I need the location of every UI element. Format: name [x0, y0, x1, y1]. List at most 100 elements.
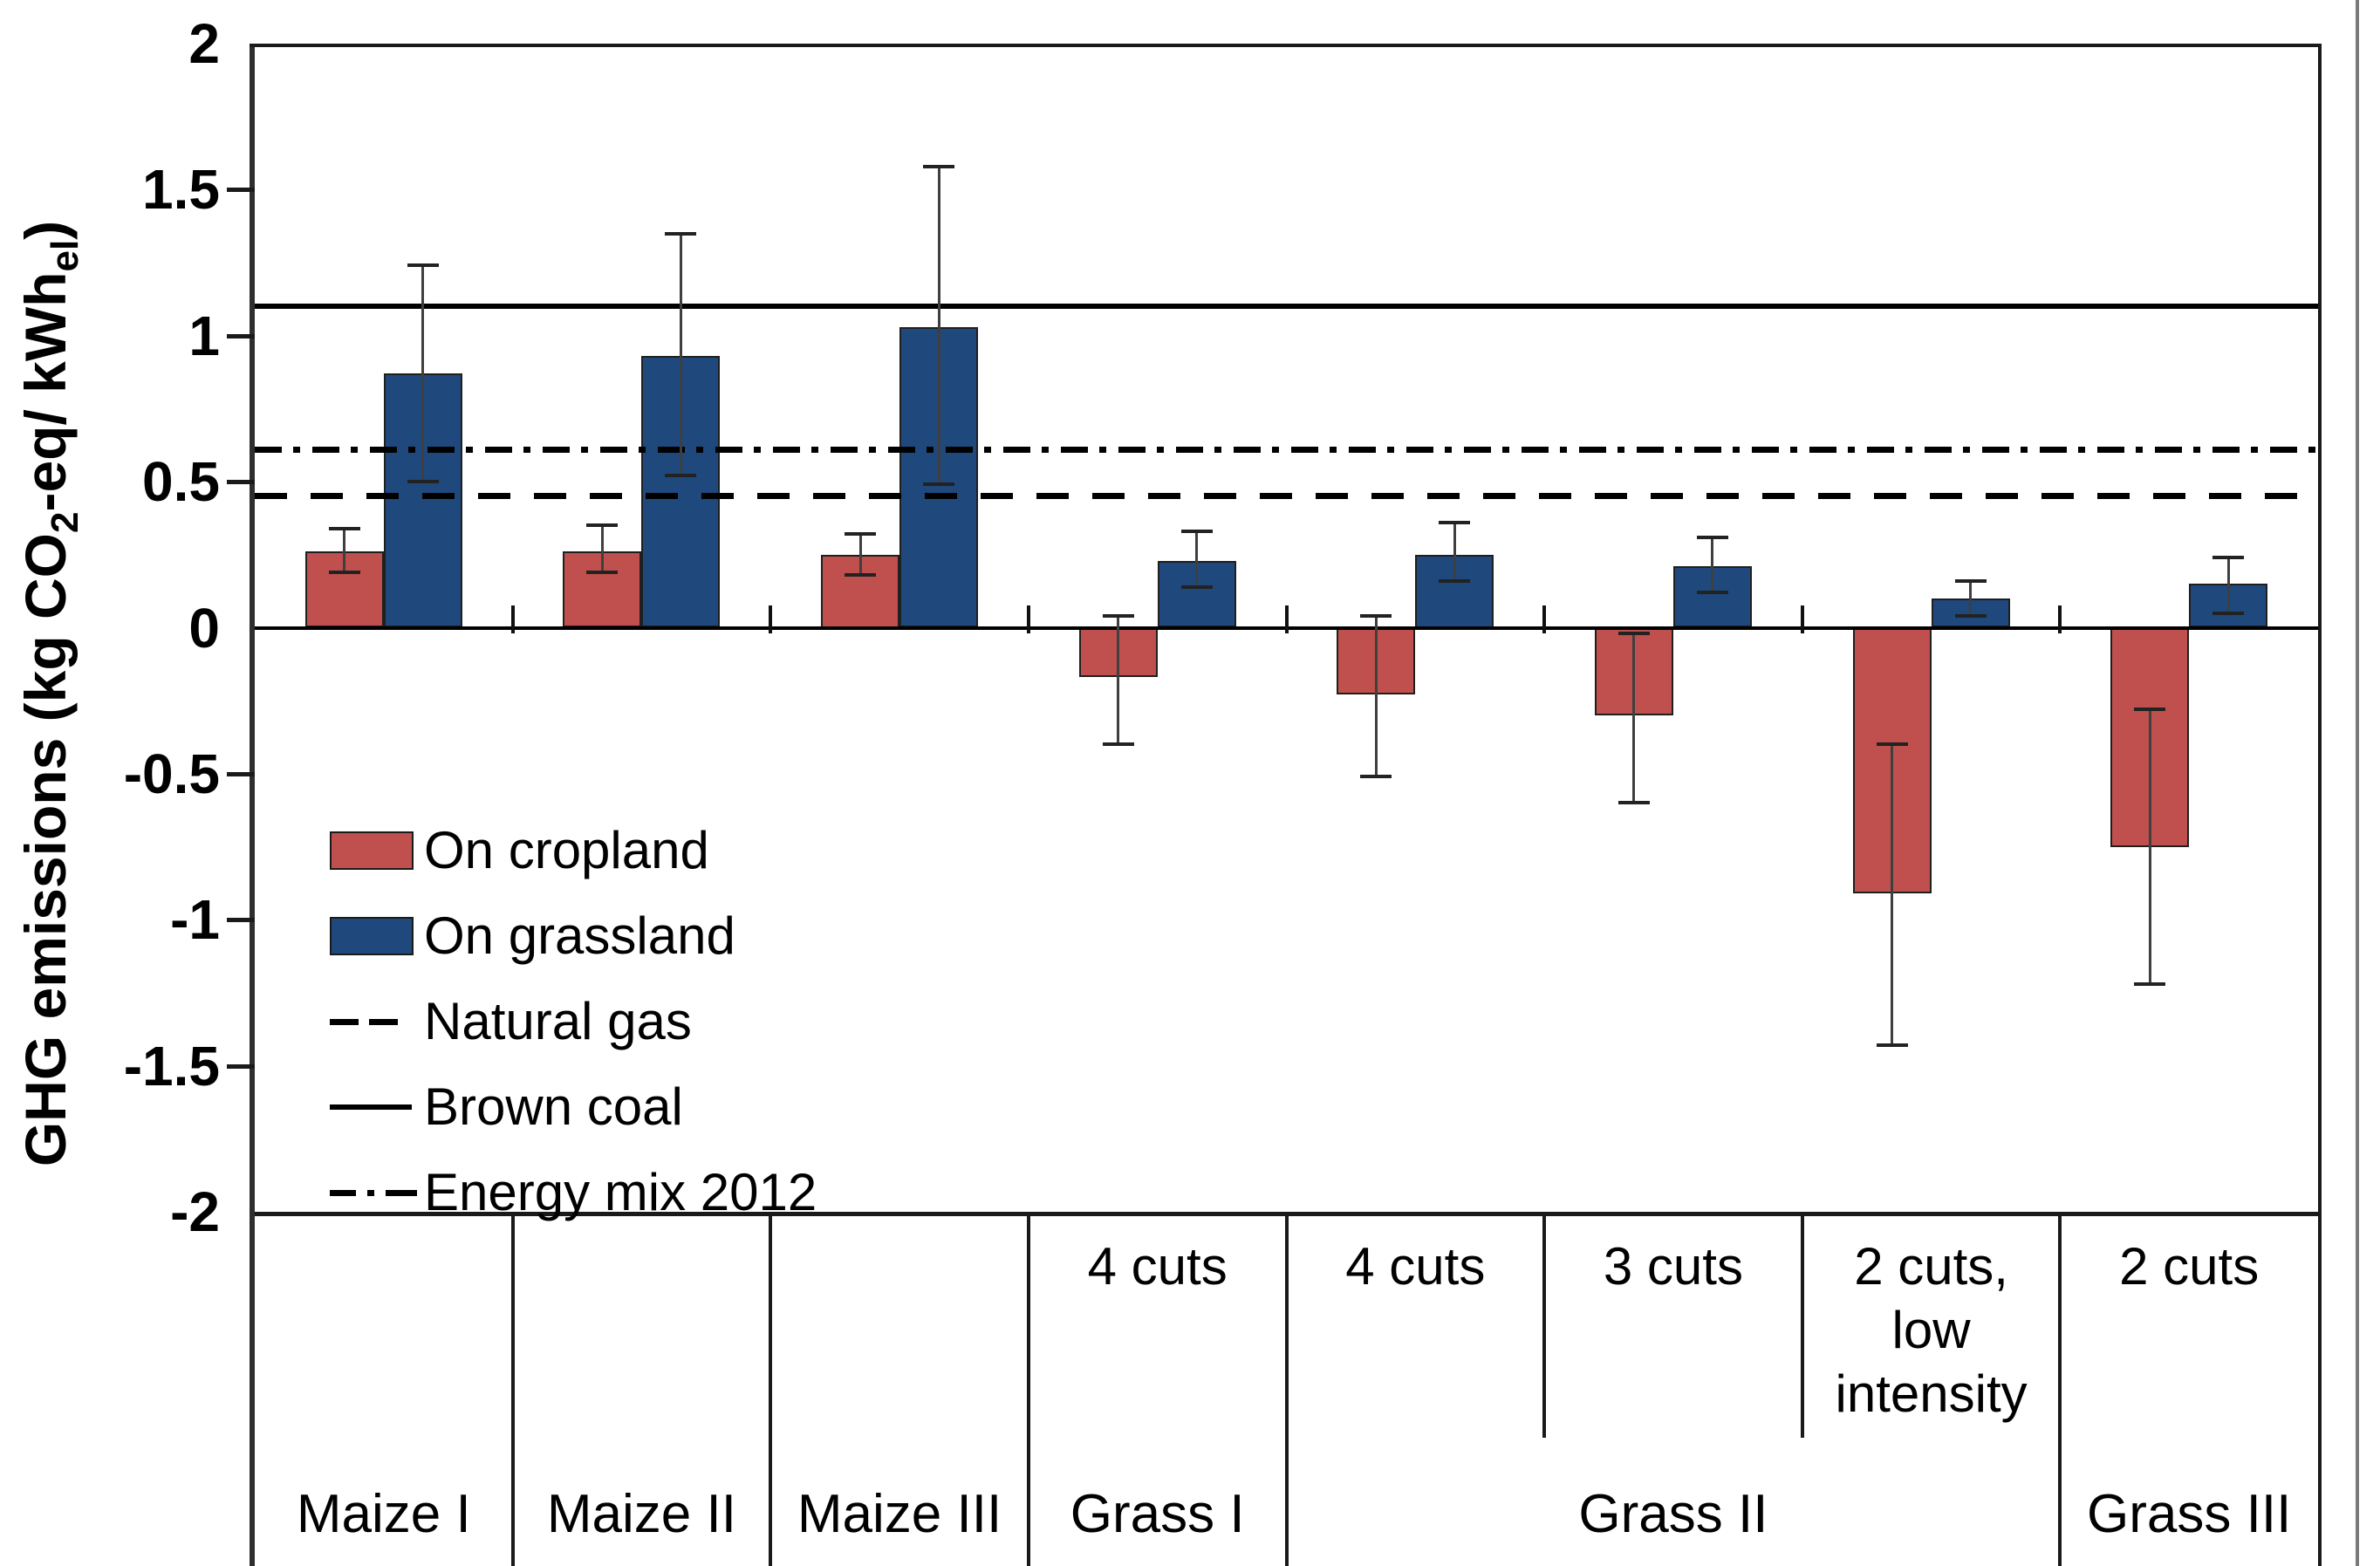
error-bar-cap-top-cropland [328, 526, 360, 530]
y-tick-label: -1 [170, 888, 220, 952]
error-bar-cap-bottom-grassland [923, 482, 955, 487]
legend-label-brown-coal: Brown coal [424, 1077, 683, 1136]
column-boundary-tick [510, 605, 515, 633]
plot-frame-top [250, 44, 2322, 47]
error-bar-cap-bottom-grassland [1180, 585, 1213, 589]
error-bar-cap-bottom-grassland [407, 480, 439, 484]
error-bar-cap-top-grassland [923, 164, 955, 168]
column-boundary-tick [2058, 605, 2062, 633]
error-bar-cap-top-grassland [1696, 535, 1728, 539]
error-bar-cap-bottom-grassland [665, 474, 697, 478]
error-bar-line-grassland [421, 265, 425, 482]
y-tick-label: 2 [188, 12, 220, 75]
cuts-label: 3 cuts [1603, 1237, 1743, 1296]
error-bar-cap-bottom-cropland [2134, 981, 2166, 986]
legend-swatch-on-cropland [330, 831, 414, 870]
table-border-right [2318, 1212, 2322, 1566]
error-bar-cap-top-grassland [1180, 530, 1213, 534]
reference-line-brown-coal [255, 304, 2318, 310]
crop-label: Maize II [546, 1484, 736, 1544]
column-boundary-tick [1800, 605, 1804, 633]
error-bar-cap-top-cropland [1360, 614, 1392, 619]
error-bar-line-grassland [1195, 531, 1199, 587]
error-bar-line-cropland [1117, 616, 1120, 745]
error-bar-cap-top-grassland [1439, 520, 1471, 524]
y-axis-tick [227, 918, 255, 923]
y-tick-label: -0.5 [123, 742, 220, 805]
cuts-label: 2 cuts [2119, 1237, 2260, 1296]
error-bar-cap-top-grassland [2212, 556, 2245, 560]
y-tick-label: 1.5 [142, 158, 220, 222]
error-bar-cap-top-cropland [2134, 708, 2166, 712]
error-bar-cap-top-cropland [1876, 742, 1908, 747]
plot-frame-right [2318, 44, 2322, 1212]
error-bar-line-cropland [1632, 633, 1636, 804]
crop-label: Grass II [1578, 1484, 1768, 1544]
table-divider [1542, 1212, 1547, 1438]
bar-grassland [641, 356, 721, 628]
legend-label-on-cropland: On cropland [424, 821, 709, 879]
table-divider [1026, 1212, 1030, 1566]
reference-line-natural-gas [255, 493, 2318, 500]
error-bar-cap-bottom-cropland [1876, 1043, 1908, 1048]
cuts-label: 2 cuts, low intensity [1835, 1237, 2028, 1423]
legend-label-natural-gas: Natural gas [424, 992, 692, 1050]
error-bar-cap-bottom-cropland [1102, 742, 1134, 747]
error-bar-cap-bottom-grassland [2212, 611, 2245, 615]
cuts-label: 4 cuts [1345, 1237, 1486, 1296]
y-axis-tick [227, 771, 255, 776]
error-bar-cap-top-grassland [1954, 578, 1987, 583]
plot-frame-left [250, 44, 255, 1212]
error-bar-line-cropland [1374, 616, 1378, 777]
column-boundary-tick [1284, 605, 1289, 633]
error-bar-line-cropland [2148, 709, 2151, 984]
error-bar-cap-top-cropland [1102, 614, 1134, 619]
y-tick-label: 0 [188, 596, 220, 660]
y-tick-label: 1 [188, 304, 220, 367]
error-bar-line-grassland [1453, 522, 1456, 581]
error-bar-cap-bottom-cropland [1617, 801, 1650, 805]
cuts-label: 4 cuts [1087, 1237, 1228, 1296]
legend-swatch-on-grassland [330, 917, 414, 955]
error-bar-cap-bottom-grassland [1439, 578, 1471, 583]
error-bar-cap-bottom-grassland [1696, 591, 1728, 595]
error-bar-line-cropland [858, 534, 862, 576]
y-tick-label: -2 [170, 1180, 220, 1243]
crop-label: Grass I [1070, 1484, 1245, 1544]
column-boundary-tick [1026, 605, 1030, 633]
legend-line-energy-mix-2012 [330, 1189, 417, 1196]
y-axis-tick [227, 480, 255, 485]
error-bar-line-grassland [1969, 580, 1973, 617]
legend-line-natural-gas [330, 1018, 408, 1025]
error-bar-cap-top-grassland [665, 231, 697, 236]
error-bar-cap-bottom-cropland [586, 570, 619, 574]
error-bar-cap-top-cropland [586, 523, 619, 528]
error-bar-line-cropland [1891, 744, 1894, 1046]
figure-right-edge [2356, 0, 2359, 1566]
error-bar-cap-bottom-cropland [845, 573, 877, 578]
table-divider [1284, 1212, 1289, 1566]
y-axis-tick [227, 333, 255, 339]
legend-line-brown-coal [330, 1104, 412, 1110]
table-divider [769, 1212, 773, 1566]
error-bar-line-grassland [2226, 557, 2230, 613]
error-bar-line-grassland [1711, 537, 1714, 593]
legend-label-energy-mix-2012: Energy mix 2012 [424, 1163, 817, 1221]
reference-line-energy-mix-2012 [255, 446, 2318, 453]
y-axis-tick [227, 1063, 255, 1069]
error-bar-cap-top-cropland [845, 532, 877, 537]
table-divider [510, 1212, 515, 1566]
y-tick-label: 0.5 [142, 450, 220, 514]
table-divider [1800, 1212, 1804, 1438]
y-tick-label: -1.5 [123, 1034, 220, 1098]
error-bar-cap-bottom-grassland [1954, 614, 1987, 619]
column-boundary-tick [769, 605, 773, 633]
y-axis-tick [227, 188, 255, 193]
column-boundary-tick [1542, 605, 1547, 633]
error-bar-cap-bottom-cropland [328, 570, 360, 574]
crop-label: Maize I [296, 1484, 471, 1544]
error-bar-line-grassland [937, 166, 940, 485]
table-border-left [250, 1212, 255, 1566]
